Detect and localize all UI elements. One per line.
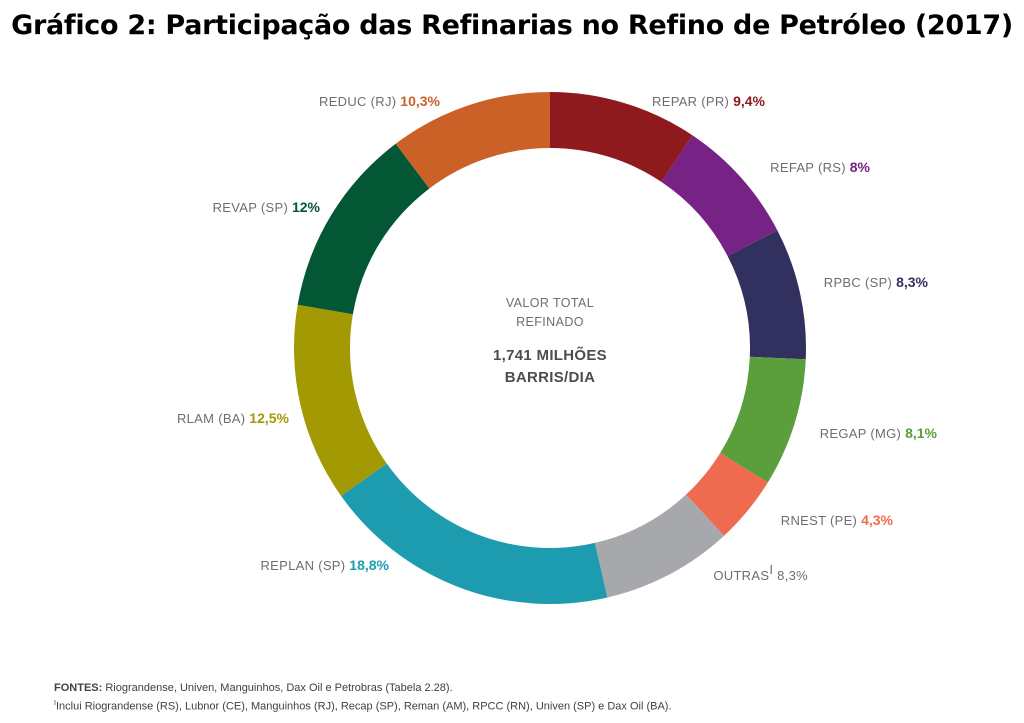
footnotes: FONTES: Riograndense, Univen, Manguinhos… xyxy=(54,681,672,715)
slice-value: 8,3% xyxy=(773,568,808,583)
slice-value: 8,3% xyxy=(892,274,928,290)
donut-slice xyxy=(341,463,608,604)
slice-footnote-mark: I xyxy=(769,562,773,577)
slice-value: 9,4% xyxy=(729,93,765,109)
chart-title: Gráfico 2: Participação das Refinarias n… xyxy=(11,10,1013,41)
slice-label: REGAP (MG) 8,1% xyxy=(820,425,938,441)
slice-value: 12% xyxy=(288,199,320,215)
slice-label: RPBC (SP) 8,3% xyxy=(824,274,929,290)
center-label-line1: VALOR TOTAL xyxy=(506,296,594,310)
slice-label: REFAP (RS) 8% xyxy=(770,159,870,175)
slice-name: OUTRAS xyxy=(713,568,769,583)
slice-label: REPLAN (SP) 18,8% xyxy=(260,557,389,573)
slice-label: REVAP (SP) 12% xyxy=(213,199,321,215)
sources-text: Riograndense, Univen, Manguinhos, Dax Oi… xyxy=(102,682,453,694)
slice-value: 8% xyxy=(846,159,871,175)
slice-value: 18,8% xyxy=(345,557,389,573)
donut-slice xyxy=(294,304,387,496)
slice-name: RPBC (SP) xyxy=(824,275,892,290)
center-label-line2: REFINADO xyxy=(516,315,584,329)
footnote-text: Inclui Riograndense (RS), Lubnor (CE), M… xyxy=(55,700,672,713)
slice-name: REDUC (RJ) xyxy=(319,94,396,109)
donut-slice xyxy=(727,230,806,360)
footnote-line: IInclui Riograndense (RS), Lubnor (CE), … xyxy=(54,696,672,715)
slice-value: 12,5% xyxy=(245,410,289,426)
slice-name: REPAR (PR) xyxy=(652,94,729,109)
center-value-line2: BARRIS/DIA xyxy=(505,369,596,386)
slice-value: 4,3% xyxy=(857,512,893,528)
slice-name: REFAP (RS) xyxy=(770,160,846,175)
slice-name: REVAP (SP) xyxy=(213,200,288,215)
slice-name: RNEST (PE) xyxy=(781,513,857,528)
slice-label: REDUC (RJ) 10,3% xyxy=(319,93,441,109)
slice-name: REGAP (MG) xyxy=(820,426,902,441)
donut-slice xyxy=(720,356,806,483)
footnote-mark: I xyxy=(54,700,56,707)
center-value-line1: 1,741 MILHÕES xyxy=(493,346,607,364)
slice-name: REPLAN (SP) xyxy=(260,558,345,573)
donut-slice xyxy=(685,453,768,536)
slice-labels: REPAR (PR) 9,4% REFAP (RS) 8% RPBC (SP) 8,… xyxy=(177,93,938,583)
slice-label: RNEST (PE) 4,3% xyxy=(781,512,894,528)
sources-line: FONTES: Riograndense, Univen, Manguinhos… xyxy=(54,681,672,696)
slice-value: 10,3% xyxy=(396,93,440,109)
sources-label: FONTES: xyxy=(54,682,103,694)
donut-slice xyxy=(550,92,693,182)
donut-slice xyxy=(661,135,778,257)
slice-label: RLAM (BA) 12,5% xyxy=(177,410,290,426)
slice-value: 8,1% xyxy=(901,425,937,441)
slice-label: OUTRASI 8,3% xyxy=(713,562,808,583)
donut-slice xyxy=(395,92,550,189)
slice-label: REPAR (PR) 9,4% xyxy=(652,93,766,109)
slice-name: RLAM (BA) xyxy=(177,411,245,426)
donut-slices xyxy=(294,92,806,604)
donut-slice xyxy=(297,143,430,315)
donut-slice xyxy=(594,494,725,598)
